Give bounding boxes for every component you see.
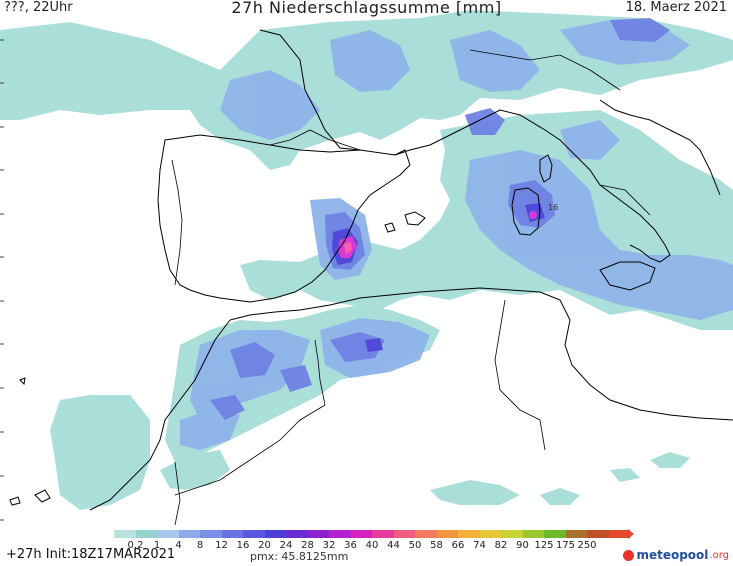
logo-globe-icon xyxy=(623,549,635,561)
legend-swatch xyxy=(307,530,329,538)
legend-labels: 0.2 1 4 8 12 16 20 24 28 32 36 40 44 50 58 66 74 82 90 125 1… xyxy=(114,540,630,552)
legend-swatch xyxy=(221,530,243,538)
color-scale-legend xyxy=(114,530,630,538)
legend-swatch xyxy=(329,530,351,538)
legend-swatch xyxy=(372,530,394,538)
legend-swatch xyxy=(178,530,200,538)
init-run-label: +27h Init:18Z17MAR2021 xyxy=(6,547,176,562)
legend-label: 250 xyxy=(577,540,597,551)
legend-label: 28 xyxy=(301,540,314,551)
legend-swatch xyxy=(243,530,265,538)
legend-label: 58 xyxy=(430,540,443,551)
legend-swatch xyxy=(565,530,587,538)
legend-swatch xyxy=(608,530,630,538)
legend-label: 20 xyxy=(258,540,271,551)
legend-label: 50 xyxy=(408,540,422,551)
legend-label: 12 xyxy=(215,540,228,551)
legend-label: 36 xyxy=(344,540,357,551)
logo-text: meteopool xyxy=(636,548,709,562)
legend-swatch xyxy=(436,530,458,538)
legend-swatch xyxy=(501,530,523,538)
legend-label: 125 xyxy=(534,540,554,551)
coastlines xyxy=(9,29,733,511)
precip-extreme-field xyxy=(338,211,537,258)
legend-label: 24 xyxy=(279,540,293,551)
max-precip-label: pmx: 45.8125mm xyxy=(250,550,349,563)
legend-label: 1 xyxy=(153,540,161,551)
legend-overflow-arrow xyxy=(628,529,634,539)
legend-label: 8 xyxy=(196,540,204,551)
legend-label: 16 xyxy=(236,540,250,551)
legend-swatch xyxy=(114,530,136,538)
legend-label: 82 xyxy=(494,540,508,551)
edge-ticks xyxy=(0,39,4,521)
legend-label: 32 xyxy=(322,540,336,551)
legend-label: 40 xyxy=(365,540,379,551)
legend-swatch xyxy=(393,530,415,538)
legend-swatch xyxy=(479,530,501,538)
legend-swatch xyxy=(544,530,566,538)
legend-swatch xyxy=(264,530,286,538)
country-borders xyxy=(171,49,651,526)
legend-label: 90 xyxy=(516,540,529,551)
location-time-label: ???, 22Uhr xyxy=(4,0,73,15)
legend-label: 4 xyxy=(175,540,182,551)
map-title: 27h Niederschlagssumme [mm] xyxy=(231,0,502,17)
legend-label: 0.2 xyxy=(127,540,144,551)
valid-date: 18. Maerz 2021 xyxy=(625,0,727,15)
legend-swatch xyxy=(135,530,157,538)
legend-swatch xyxy=(522,530,544,538)
legend-label: 44 xyxy=(387,540,400,551)
logo-suffix: .org xyxy=(709,549,729,561)
max-marker-label: 16 xyxy=(548,203,558,212)
legend-swatch xyxy=(415,530,437,538)
legend-label: 74 xyxy=(473,540,486,551)
legend-swatch xyxy=(350,530,372,538)
legend-label: 175 xyxy=(555,540,576,551)
legend-swatch xyxy=(286,530,308,538)
legend-swatch xyxy=(157,530,179,538)
meteopool-logo[interactable]: meteopool .org xyxy=(623,548,729,562)
legend-label: 66 xyxy=(451,540,465,551)
legend-swatch xyxy=(200,530,222,538)
legend-swatch xyxy=(587,530,609,538)
legend-swatch xyxy=(458,530,480,538)
